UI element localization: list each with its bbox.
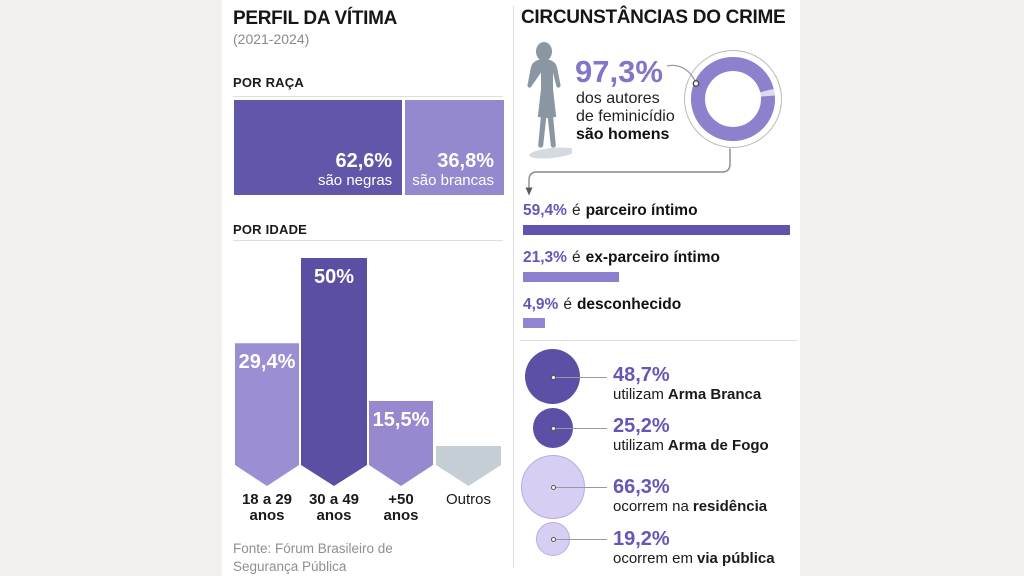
source-line2: Segurança Pública <box>233 559 347 575</box>
arma-branca-value: 48,7% <box>613 364 670 386</box>
bubble-center-dot <box>550 536 556 542</box>
age-category-line2: anos <box>383 507 419 525</box>
relation-label-desconhecido: 4,9% é desconhecido <box>523 296 681 314</box>
residencia-desc: ocorrem na residência <box>613 498 767 515</box>
age-section-heading: POR IDADE <box>233 222 308 237</box>
bubble-callout-line <box>555 538 607 540</box>
bubble-callout-line <box>555 427 607 429</box>
gender-stat-line1: dos autores <box>576 90 660 107</box>
bubble-center-dot <box>550 374 556 380</box>
race-negras-sublabel: são negras <box>317 171 393 189</box>
age-category-line1: Outros <box>445 491 491 508</box>
age-bar-18-29-value: 29,4% <box>238 351 296 374</box>
age-category-line1: 18 a 29 <box>241 491 293 508</box>
desc-prefix: utilizam <box>613 437 664 454</box>
desc-prefix: utilizam <box>613 386 664 403</box>
age-bar-50-plus-value: 15,5% <box>372 408 430 431</box>
desc-prefix: ocorrem na <box>613 498 689 515</box>
gender-stat-line2: de feminicídio <box>576 108 675 125</box>
desc-bold: residência <box>692 498 768 515</box>
age-bar-30-49-value: 50% <box>313 266 355 288</box>
residencia-value: 66,3% <box>613 476 670 498</box>
relation-value: 21,3% <box>523 249 567 266</box>
age-category-line2: anos <box>249 507 285 525</box>
race-section-heading: POR RAÇA <box>233 75 304 90</box>
race-stacked-bar: 62,6% são negras 36,8% são brancas <box>234 100 504 195</box>
bubble-center-dot <box>550 425 556 431</box>
arma-de-fogo-desc: utilizam Arma de Fogo <box>613 437 769 454</box>
circumstances-divider <box>520 340 797 341</box>
race-negras-value: 62,6% <box>335 149 393 172</box>
panel-divider <box>513 6 514 568</box>
race-brancas-value: 36,8% <box>437 149 494 172</box>
race-bar-segment-negras: 62,6% são negras <box>234 100 403 195</box>
race-section-rule <box>233 96 503 97</box>
gender-donut-chart <box>684 50 782 148</box>
relation-desc: ex-parceiro íntimo <box>585 249 720 266</box>
age-category-outros: Outros <box>436 491 501 508</box>
relation-bar-ex-parceiro <box>523 272 619 282</box>
relation-bar-desconhecido <box>523 318 545 328</box>
desc-prefix: ocorrem em <box>613 550 694 567</box>
race-bar-segment-brancas: 36,8% são brancas <box>405 100 504 195</box>
desc-bold: Arma Branca <box>667 386 762 403</box>
relation-desc: parceiro íntimo <box>585 202 698 219</box>
age-category-50-plus: +50 anos <box>369 491 433 525</box>
source-credit: Fonte: Fórum Brasileiro de Segurança Púb… <box>233 540 393 576</box>
source-line1: Fonte: Fórum Brasileiro de <box>233 541 393 556</box>
left-panel-subtitle: (2021-2024) <box>233 31 310 47</box>
race-segment-label: 62,6% são negras <box>318 150 392 189</box>
relation-connector: é <box>563 296 572 313</box>
relation-desc: desconhecido <box>576 296 682 313</box>
gender-stat-value: 97,3% <box>575 54 663 89</box>
age-category-30-49: 30 a 49 anos <box>301 491 367 525</box>
age-bar-18-29: 29,4% <box>235 343 299 486</box>
age-bar-30-49: 50% <box>301 258 367 486</box>
age-category-line1: +50 <box>388 491 414 508</box>
relation-bar-parceiro-intimo <box>523 225 790 235</box>
relation-value: 4,9% <box>523 296 559 313</box>
arma-branca-desc: utilizam Arma Branca <box>613 386 761 403</box>
left-panel-title: PERFIL DA VÍTIMA <box>233 8 398 29</box>
relation-connector: é <box>571 202 581 219</box>
age-category-line1: 30 a 49 <box>308 491 360 508</box>
desc-bold: via pública <box>697 550 775 567</box>
via-publica-desc: ocorrem em via pública <box>613 550 775 567</box>
race-segment-label: 36,8% são brancas <box>412 150 494 189</box>
gender-stat-caption: dos autores de feminicídio são homens <box>576 90 675 144</box>
right-panel-title: CIRCUNSTÂNCIAS DO CRIME <box>521 7 786 28</box>
relation-connector: é <box>571 249 581 266</box>
arma-de-fogo-value: 25,2% <box>613 415 670 437</box>
via-publica-value: 19,2% <box>613 528 670 550</box>
age-category-line2: anos <box>316 507 352 525</box>
relation-label-ex-parceiro: 21,3% é ex-parceiro íntimo <box>523 249 720 267</box>
bubble-callout-line <box>555 486 607 488</box>
man-silhouette-icon <box>527 42 572 159</box>
relation-label-parceiro-intimo: 59,4% é parceiro íntimo <box>523 202 698 220</box>
gender-stat-line3: são homens <box>576 126 670 143</box>
age-category-18-29: 18 a 29 anos <box>235 491 299 525</box>
relation-value: 59,4% <box>523 202 567 219</box>
race-brancas-sublabel: são brancas <box>412 171 494 189</box>
age-bar-50-plus: 15,5% <box>369 401 433 486</box>
age-section-rule <box>233 240 503 241</box>
bubble-center-dot <box>550 484 556 490</box>
bubble-callout-line <box>555 376 607 378</box>
desc-bold: Arma de Fogo <box>667 437 769 454</box>
